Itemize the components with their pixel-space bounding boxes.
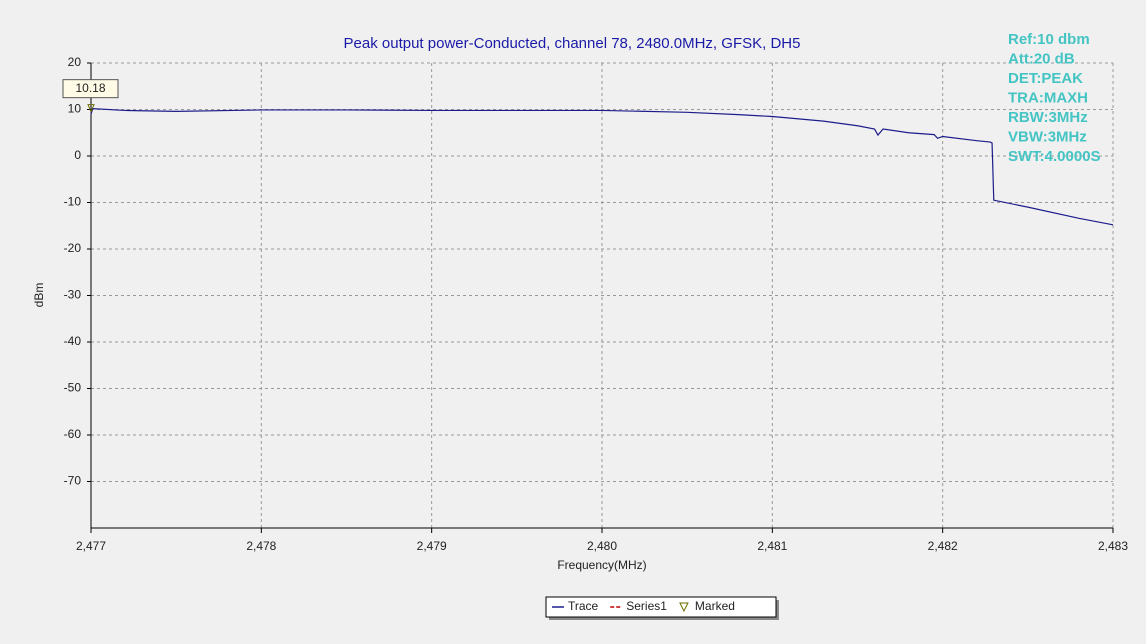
y-tick-label: 10 [68, 102, 82, 116]
chart-title: Peak output power-Conducted, channel 78,… [344, 35, 801, 52]
annotation: VBW:3MHz [1008, 128, 1087, 145]
x-tick-label: 2,481 [757, 539, 787, 553]
annotation: TRA:MAXH [1008, 89, 1088, 106]
x-tick-label: 2,482 [928, 539, 958, 553]
y-tick-label: 0 [74, 148, 81, 162]
y-axis-label: dBm [32, 283, 46, 308]
y-tick-label: 20 [68, 55, 82, 69]
annotation: Att:20 dB [1008, 50, 1075, 67]
legend-label: Trace [568, 599, 599, 613]
marker-label: 10.18 [75, 81, 105, 95]
legend-box [545, 596, 777, 618]
y-tick-label: -60 [64, 427, 82, 441]
legend-label: Series1 [626, 599, 667, 613]
y-tick-label: -10 [64, 195, 82, 209]
series-line [90, 108, 1114, 226]
x-tick-label: 2,479 [417, 539, 447, 553]
y-tick-label: -70 [64, 474, 82, 488]
legend-symbol [679, 602, 689, 613]
y-tick-label: -40 [64, 334, 82, 348]
x-tick-label: 2,477 [76, 539, 106, 553]
annotation: DET:PEAK [1008, 70, 1083, 87]
legend-label: Marked [695, 599, 735, 613]
x-tick-label: 2,483 [1098, 539, 1128, 553]
marker-label-box [62, 79, 119, 99]
y-tick-label: -20 [64, 241, 82, 255]
marker [87, 104, 95, 113]
y-tick-label: -50 [64, 381, 82, 395]
annotation: RBW:3MHz [1008, 109, 1088, 126]
legend: Trace Series1 Marked [545, 596, 779, 620]
annotation: Ref:10 dbm [1008, 31, 1090, 48]
x-axis-label: Frequency(MHz) [557, 558, 646, 572]
x-tick-label: 2,478 [246, 539, 276, 553]
y-tick-label: -30 [64, 288, 82, 302]
x-tick-label: 2,480 [587, 539, 617, 553]
annotation: SWT:4.0000S [1008, 148, 1101, 165]
